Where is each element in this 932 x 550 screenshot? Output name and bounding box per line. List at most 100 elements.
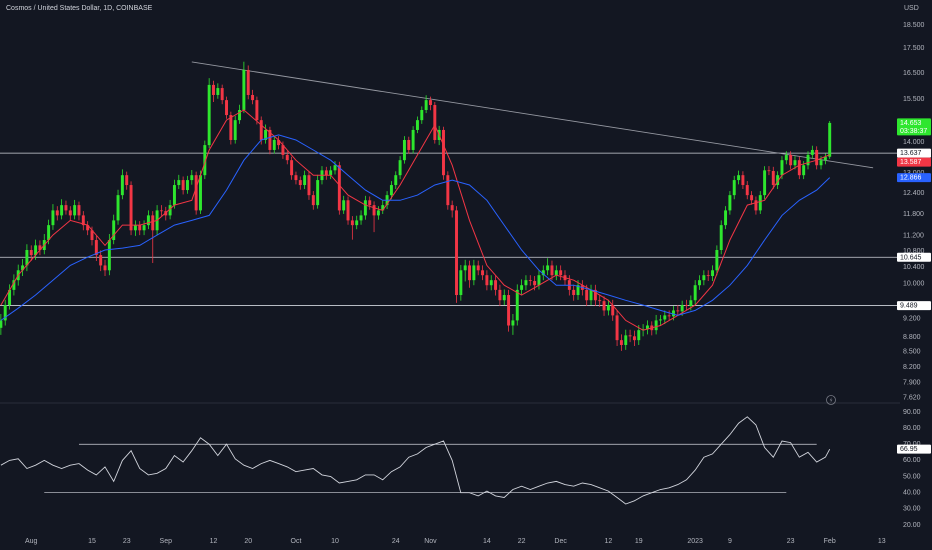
candle-body [576,285,580,296]
candle-body [342,200,346,211]
candle-body [654,320,658,331]
candle-body [407,139,411,150]
x-tick-label: 15 [88,538,96,545]
candle-body [125,175,129,186]
chart-title: Cosmos / United States Dollar, 1D, COINB… [6,5,153,12]
price-label-box [897,252,931,262]
candle-body [507,295,511,326]
candle-body [719,225,723,251]
candle-body [767,170,771,172]
y-tick-label: 90.00 [903,409,921,416]
candle-body [428,100,432,106]
candle-body [94,240,98,256]
price-label: 13.637 [897,148,931,158]
candle-body [658,319,662,321]
candle-body [611,305,615,316]
candle-body [810,149,814,155]
candle-body [693,285,697,301]
icon-ring[interactable] [826,395,836,405]
candle-body [515,289,519,321]
candle-body [463,265,467,271]
candle-body [702,275,706,281]
x-tick-label: 20 [244,538,252,545]
candle-body [750,195,754,201]
candle-body [537,275,541,286]
y-tick-label: 7.620 [903,395,921,402]
candle-body [194,175,198,211]
candle-body [680,305,684,312]
price-label: 12.866 [897,173,931,183]
candle-body [281,145,285,155]
x-tick-label: 12 [604,538,612,545]
candle-body [585,289,589,301]
candle-body [21,265,25,271]
candle-body [763,170,767,196]
candle-body [789,154,793,166]
candle-body [359,215,363,221]
candle-body [203,145,207,176]
price-label-box [897,118,931,136]
price-label-box [897,148,931,158]
candle-body [86,225,90,231]
x-tick-label: Feb [824,538,836,545]
price-label-text: 9.489 [900,303,918,310]
y-tick-label: 12.400 [903,190,925,197]
candle-body [415,120,419,130]
x-tick-label: 12 [210,538,218,545]
candle-body [394,175,398,186]
candle-body [528,280,532,282]
y-tick-label: 8.800 [903,334,921,341]
candle-body [177,180,181,186]
rsi-pane: 90.00 80.00 70.00 60.00 50.00 40.00 30.00 20.00 [0,409,921,529]
y-tick-label: 20.00 [903,522,921,529]
candle-body [689,300,693,306]
candle-body [741,175,745,186]
x-tick-label: Oct [291,538,302,545]
candle-body [455,210,458,296]
candle-body [533,281,537,286]
candle-body [138,225,142,231]
icon-bolt[interactable] [829,397,833,403]
candle-body [51,210,55,226]
x-tick-label: 23 [123,538,131,545]
candle-body [502,295,506,301]
moving-average [0,109,830,331]
x-tick-label: 24 [392,538,400,545]
candle-body [724,210,728,226]
candle-body [55,210,59,216]
candle-body [34,245,38,256]
y-tick-label: 9.200 [903,315,921,322]
x-tick-label: 10 [331,538,339,545]
price-label-box [897,301,931,311]
candle-body [168,205,172,216]
lightning-icon[interactable] [826,395,836,405]
candle-body [546,265,550,271]
price-label: 10.645 [897,252,931,262]
candle-body [624,335,628,345]
candle-body [116,195,120,221]
candle-body [433,105,437,140]
price-label-text: 03:38:37 [900,128,927,135]
price-label-text: 66.95 [900,446,918,453]
candle-body [290,160,294,176]
candle-body [667,315,671,317]
candle-body [572,289,576,296]
y-tick-label: 11.200 [903,233,924,240]
price-label-box [897,157,931,167]
y-tick-label: 15.500 [903,96,925,103]
candle-body [823,156,827,161]
candle-body [728,195,732,211]
candle-body [77,205,81,216]
candle-body [268,129,272,150]
candle-body [715,250,719,271]
candle-body [450,205,454,211]
candle-body [780,160,784,176]
candle-body [754,200,758,211]
candle-body [402,139,406,161]
candle-body [172,185,176,206]
candle-body [272,139,276,150]
y-tick-label: 16.500 [903,70,925,77]
candle-body [376,210,380,216]
candle-body [277,139,281,146]
candle-body [112,220,116,241]
